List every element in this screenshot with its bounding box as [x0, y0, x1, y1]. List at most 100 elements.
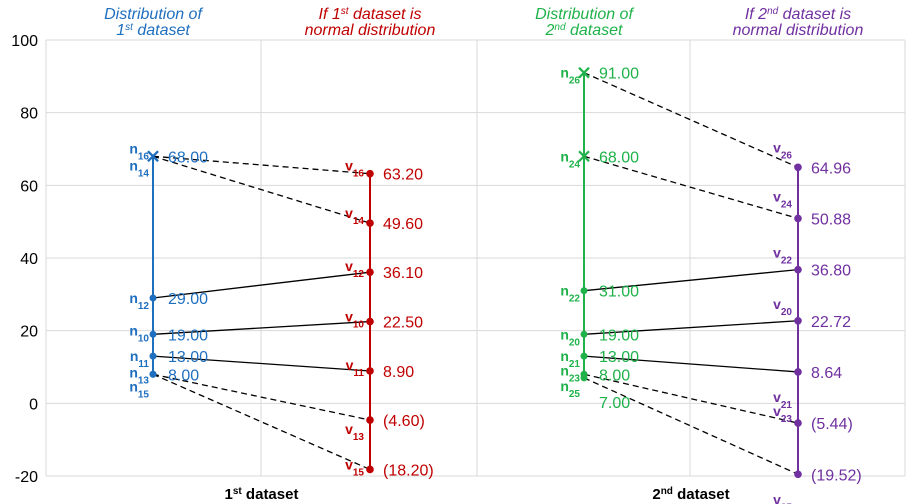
right-point-name: v15 — [345, 456, 364, 478]
right-point-name: v26 — [773, 139, 792, 161]
left-point-letter: n — [560, 348, 569, 364]
left-point-name: n14 — [129, 157, 149, 179]
right-point-name: v21 — [773, 389, 792, 411]
right-point-name: v12 — [345, 258, 364, 280]
left-point-name: n25 — [560, 378, 580, 400]
right-point-subscript: 22 — [781, 255, 793, 266]
connector-line — [152, 320, 371, 335]
left-title-line1: Distribution of — [104, 6, 203, 23]
left-point-name: n12 — [129, 290, 149, 312]
right-point-letter: v — [773, 296, 781, 312]
right-point-letter: v — [773, 188, 781, 204]
right-point-name: v23 — [773, 403, 792, 425]
left-cross-marker — [578, 150, 590, 163]
left-point-name: n11 — [130, 348, 150, 370]
right-point-value: 36.10 — [383, 265, 423, 282]
left-point-value: 7.00 — [599, 395, 630, 412]
connector-line — [583, 72, 799, 168]
connector-line — [152, 355, 371, 372]
right-point — [794, 163, 802, 172]
left-point-letter: n — [129, 378, 138, 394]
x-label-rest: dataset — [673, 486, 730, 503]
left-point-name: n24 — [560, 148, 580, 170]
right-point-subscript: 15 — [353, 467, 365, 478]
left-point-name: n10 — [129, 322, 149, 344]
x-label-sup: nd — [661, 486, 673, 497]
right-point-name: v24 — [773, 188, 792, 210]
y-tick-label: 0 — [29, 396, 38, 413]
left-point-value: 8.00 — [168, 367, 199, 384]
left-point-subscript: 10 — [138, 333, 150, 344]
right-point-letter: v — [346, 357, 354, 373]
right-title-rest: dataset is — [778, 6, 851, 23]
right-point-letter: v — [345, 421, 353, 437]
left-cross-marker — [578, 66, 590, 79]
left-point-subscript: 24 — [569, 159, 581, 170]
right-point — [794, 214, 802, 223]
right-point-value: 8.90 — [383, 364, 414, 381]
left-point-letter: n — [129, 364, 138, 380]
left-point-letter: n — [560, 326, 569, 342]
x-label-sup: st — [233, 486, 243, 497]
right-point-name: v25 — [773, 491, 792, 504]
connector-line — [583, 155, 799, 220]
connector-line — [583, 320, 799, 335]
left-point-name: n13 — [129, 364, 149, 386]
right-point — [366, 416, 374, 424]
y-tick-label: 20 — [20, 324, 38, 341]
left-point-value: 91.00 — [599, 66, 639, 83]
right-point-name: v11 — [346, 357, 365, 379]
left-point-name: n16 — [129, 140, 149, 162]
left-point — [580, 330, 588, 338]
right-point — [366, 317, 374, 326]
right-point-letter: v — [345, 205, 353, 221]
x-label-rest: dataset — [242, 486, 299, 503]
left-point — [580, 374, 588, 382]
right-point-subscript: 16 — [353, 168, 365, 179]
left-point-name: n22 — [560, 283, 580, 305]
right-point-letter: v — [345, 456, 353, 472]
left-point-letter: n — [130, 348, 139, 364]
left-point-value: 68.00 — [168, 149, 208, 166]
y-tick-label: 100 — [11, 33, 38, 50]
left-point — [149, 294, 157, 302]
left-title-line2: 2nd dataset — [545, 22, 624, 40]
right-point-value: (18.20) — [383, 462, 434, 479]
left-point-letter: n — [560, 65, 569, 81]
right-point-value: 8.64 — [811, 365, 842, 382]
right-point-name: v10 — [345, 309, 364, 331]
x-category-label: 1st dataset — [225, 486, 299, 504]
right-point — [794, 316, 802, 325]
left-point-subscript: 26 — [569, 75, 581, 86]
left-point-letter: n — [560, 378, 569, 394]
right-point-letter: v — [773, 491, 781, 504]
left-point-value: 19.00 — [599, 327, 639, 344]
left-point-subscript: 13 — [138, 375, 150, 386]
x-label-number: 2 — [652, 486, 660, 503]
left-point-subscript: 16 — [138, 151, 150, 162]
right-point-letter: v — [773, 139, 781, 155]
right-point — [366, 219, 374, 227]
right-point-name: v16 — [345, 158, 364, 180]
left-point-value: 13.00 — [599, 349, 639, 366]
right-point-subscript: 20 — [781, 306, 793, 317]
right-point-letter: v — [345, 309, 353, 325]
right-title-line1: If 1st dataset is — [319, 6, 422, 24]
left-title-number: 2 — [545, 22, 555, 39]
right-title-rest: dataset is — [349, 6, 422, 23]
left-point-name: n23 — [560, 362, 580, 384]
right-point — [366, 169, 374, 178]
left-point-value: 13.00 — [168, 349, 208, 366]
right-point-name: v20 — [773, 296, 792, 318]
right-point-subscript: 26 — [781, 150, 793, 161]
right-point-value: (5.44) — [811, 416, 853, 433]
connector-line — [152, 373, 371, 421]
left-title-number: 1 — [116, 22, 125, 39]
right-point-subscript: 14 — [353, 216, 365, 227]
right-point-subscript: 11 — [353, 367, 364, 378]
x-category-label: 2nd dataset — [652, 486, 729, 504]
left-point-value: 31.00 — [599, 284, 639, 301]
left-title-sup: nd — [554, 22, 566, 33]
